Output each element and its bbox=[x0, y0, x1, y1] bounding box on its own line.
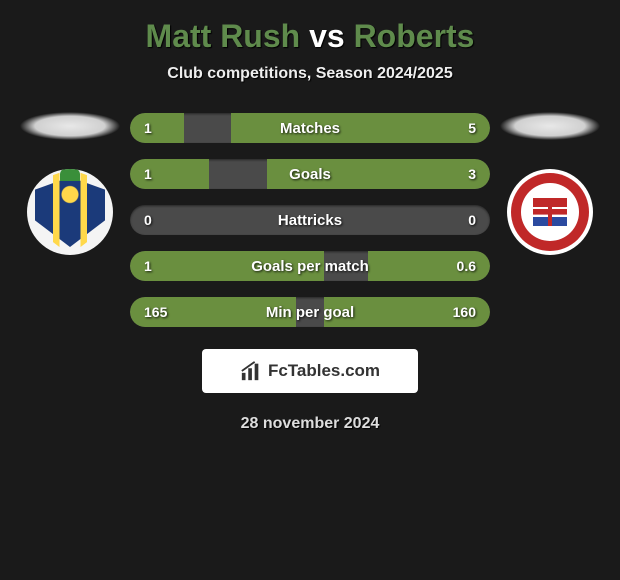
date-line: 28 november 2024 bbox=[0, 415, 620, 433]
brand-text: FcTables.com bbox=[268, 361, 380, 381]
stat-bar: 10.6Goals per match bbox=[130, 251, 490, 281]
stat-bar: 165160Min per goal bbox=[130, 297, 490, 327]
comparison-infographic: Matt Rush vs Roberts Club competitions, … bbox=[0, 0, 620, 443]
club-crest-left bbox=[27, 169, 113, 255]
stat-bar: 13Goals bbox=[130, 159, 490, 189]
main-row: 15Matches 13Goals 00Hattricks 10.6Goals per… bbox=[0, 111, 620, 327]
bar-label: Matches bbox=[130, 113, 490, 143]
player-silhouette-right bbox=[500, 111, 600, 141]
crest-flag-icon bbox=[533, 198, 568, 227]
bar-label: Hattricks bbox=[130, 205, 490, 235]
stat-bars: 15Matches 13Goals 00Hattricks 10.6Goals per… bbox=[130, 111, 490, 327]
bar-label: Goals bbox=[130, 159, 490, 189]
crest-ring-icon bbox=[511, 173, 589, 251]
brand-badge: FcTables.com bbox=[202, 349, 418, 393]
bar-label: Min per goal bbox=[130, 297, 490, 327]
bar-label: Goals per match bbox=[130, 251, 490, 281]
title-player1: Matt Rush bbox=[146, 18, 301, 54]
club-crest-right bbox=[507, 169, 593, 255]
left-player-column bbox=[10, 111, 130, 255]
title-vs: vs bbox=[309, 18, 345, 54]
title-player2: Roberts bbox=[354, 18, 475, 54]
right-player-column bbox=[490, 111, 610, 255]
page-title: Matt Rush vs Roberts bbox=[0, 18, 620, 55]
subtitle: Club competitions, Season 2024/2025 bbox=[0, 65, 620, 83]
player-silhouette-left bbox=[20, 111, 120, 141]
stat-bar: 00Hattricks bbox=[130, 205, 490, 235]
chart-bars-icon bbox=[240, 360, 262, 382]
stat-bar: 15Matches bbox=[130, 113, 490, 143]
